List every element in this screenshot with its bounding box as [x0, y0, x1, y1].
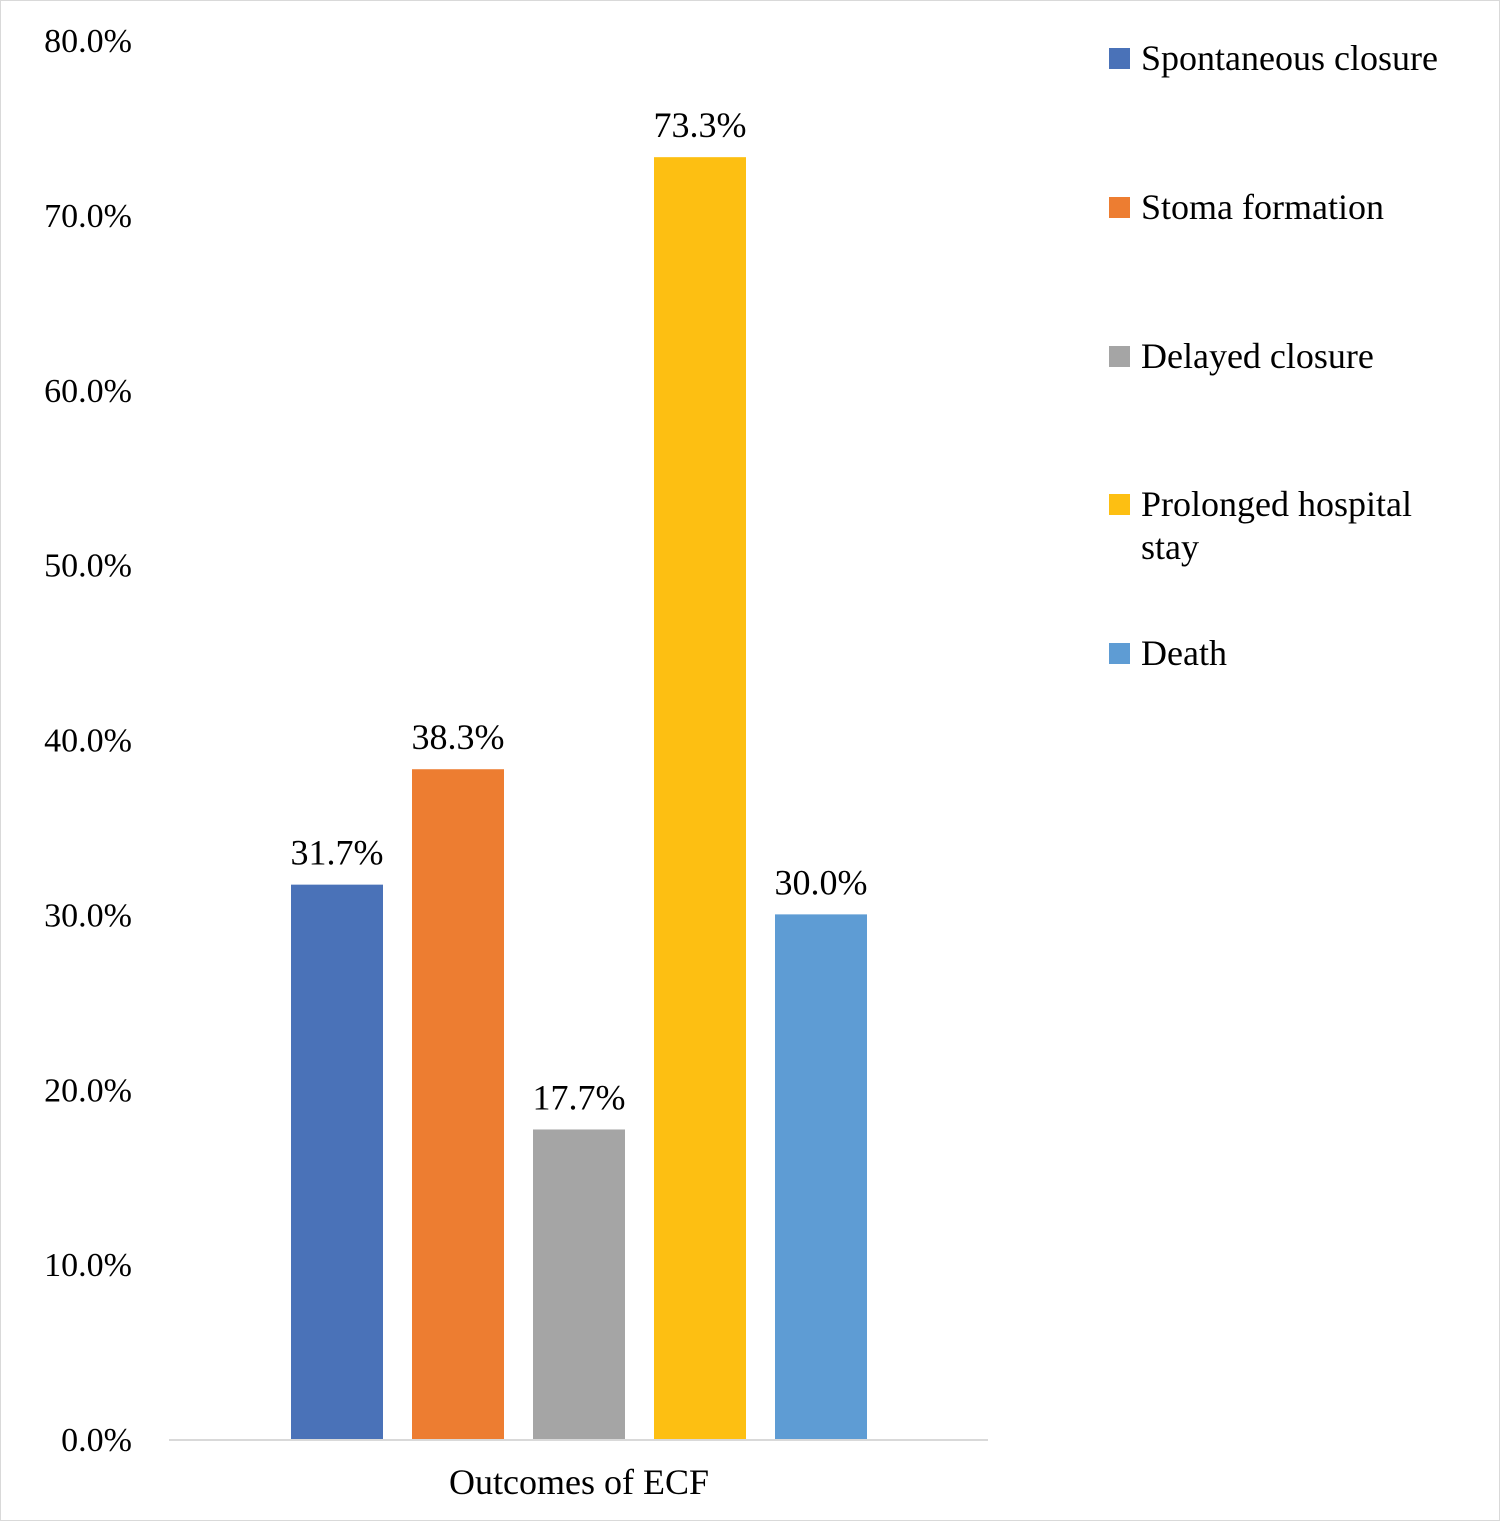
- data-label: 31.7%: [291, 833, 384, 873]
- y-axis-tick-labels: 0.0% 10.0% 20.0% 30.0% 40.0% 50.0% 60.0% 70.0% 8…: [44, 23, 132, 1459]
- data-label: 17.7%: [533, 1077, 626, 1117]
- legend-swatch: [1109, 197, 1130, 218]
- bar-stoma-formation: [412, 769, 504, 1439]
- legend-label: Prolonged hospital stay: [1141, 484, 1412, 567]
- bars: [291, 157, 867, 1439]
- y-tick-label: 0.0%: [61, 1422, 132, 1459]
- bar-spontaneous-closure: [291, 884, 383, 1439]
- legend-swatch: [1109, 494, 1130, 515]
- y-tick-label: 40.0%: [44, 723, 132, 760]
- legend-swatch: [1109, 643, 1130, 664]
- y-tick-label: 20.0%: [44, 1072, 132, 1109]
- bar-delayed-closure: [533, 1129, 625, 1439]
- y-tick-label: 60.0%: [44, 373, 132, 410]
- y-tick-label: 80.0%: [44, 23, 132, 60]
- y-tick-label: 50.0%: [44, 548, 132, 585]
- legend-label: Spontaneous closure: [1141, 38, 1438, 78]
- legend-label: Delayed closure: [1141, 336, 1374, 376]
- bar-death: [775, 914, 867, 1439]
- y-tick-label: 10.0%: [44, 1247, 132, 1284]
- y-tick-label: 30.0%: [44, 897, 132, 934]
- bar-prolonged-hospital-stay: [654, 157, 746, 1439]
- legend-swatch: [1109, 48, 1130, 69]
- legend: Spontaneous closure Stoma formation Delaye…: [1109, 38, 1438, 673]
- data-label: 73.3%: [654, 105, 747, 145]
- data-label: 38.3%: [412, 717, 505, 757]
- x-axis-category-label: Outcomes of ECF: [449, 1462, 709, 1502]
- legend-swatch: [1109, 346, 1130, 367]
- y-tick-label: 70.0%: [44, 198, 132, 235]
- legend-label: Stoma formation: [1141, 187, 1384, 227]
- data-label: 30.0%: [775, 862, 868, 902]
- legend-label: Death: [1141, 633, 1227, 673]
- data-labels: 31.7% 38.3% 17.7% 73.3% 30.0%: [291, 105, 868, 1117]
